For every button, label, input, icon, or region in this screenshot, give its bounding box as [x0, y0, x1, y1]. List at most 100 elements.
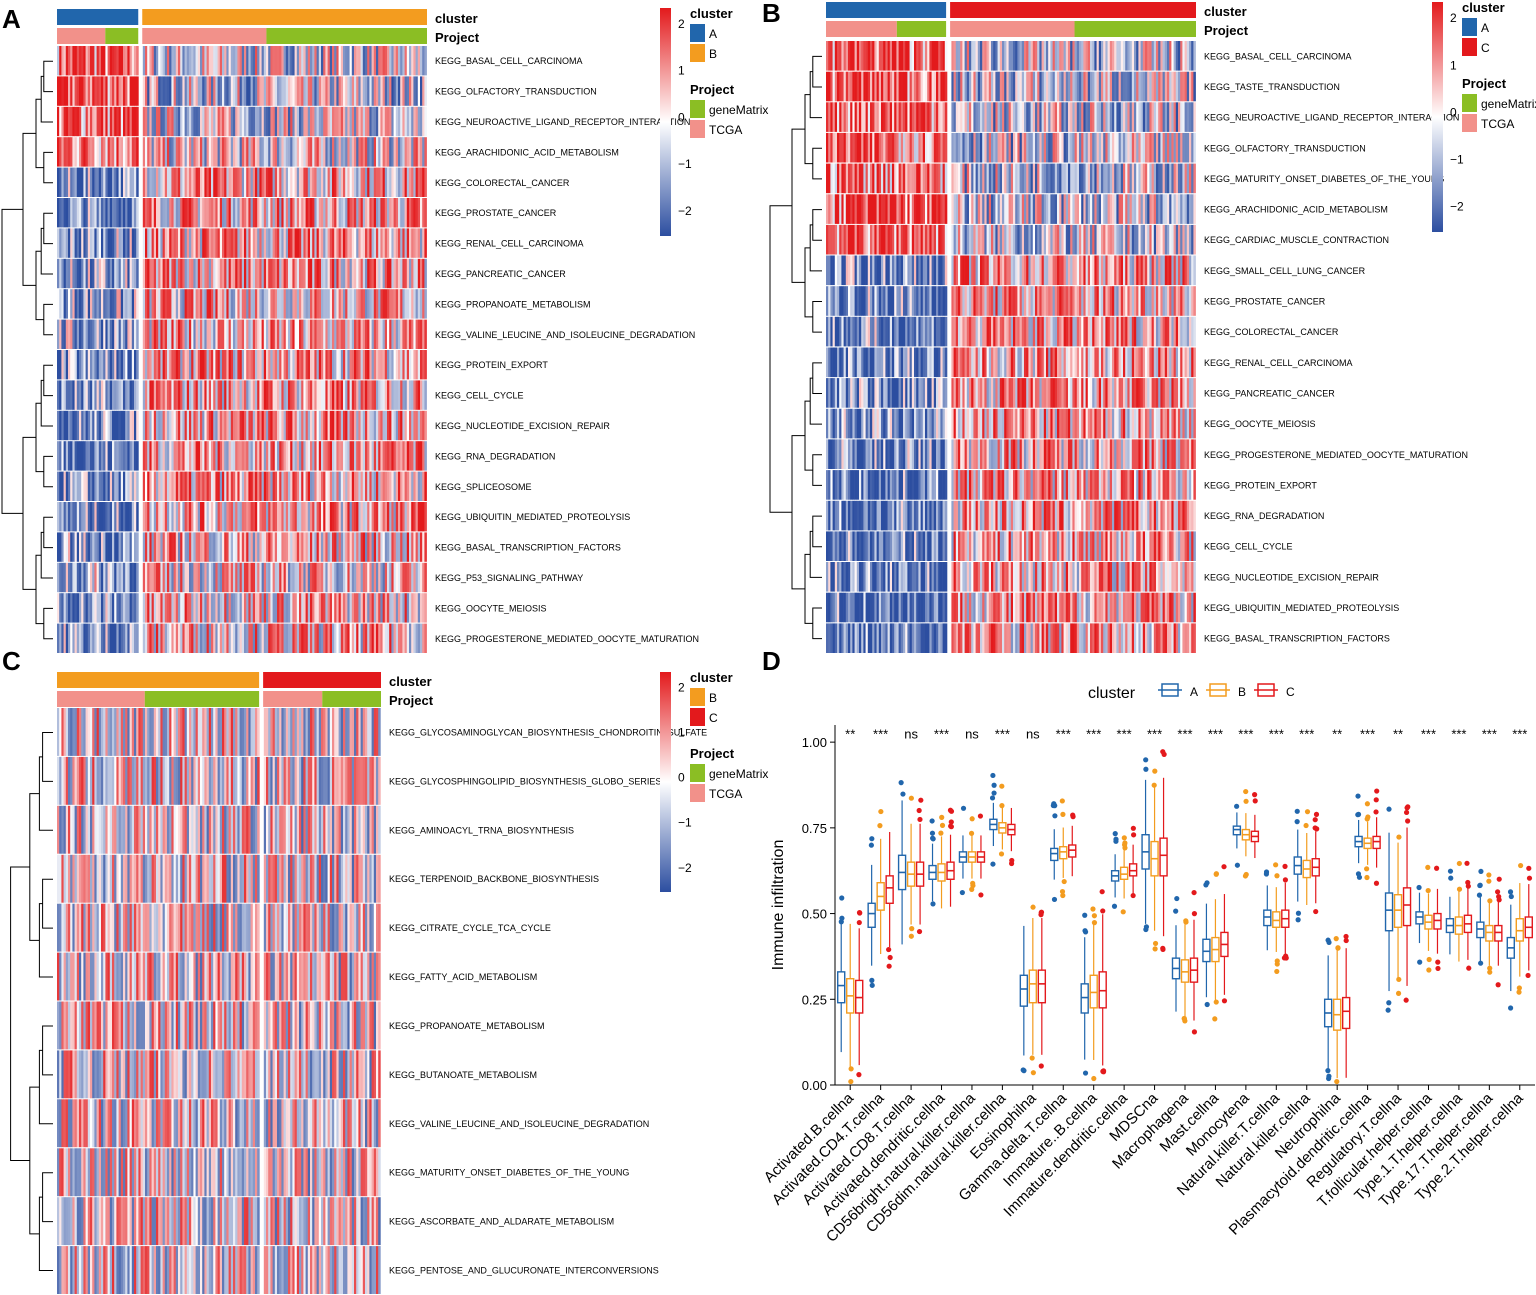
- heat-cell: [1101, 132, 1104, 163]
- heat-cell: [1171, 102, 1174, 132]
- heat-cell: [380, 76, 383, 106]
- heat-cell: [87, 106, 91, 137]
- row-label: KEGG_PROSTATE_CANCER: [1204, 297, 1326, 307]
- heat-cell: [72, 623, 75, 653]
- heat-cell: [239, 623, 243, 653]
- heat-cell: [136, 137, 139, 167]
- heat-cell: [393, 441, 397, 471]
- heat-cell: [268, 562, 271, 593]
- heat-cell: [964, 102, 968, 132]
- heat-cell: [208, 76, 212, 106]
- heat-cell: [136, 410, 139, 441]
- heat-cell: [1112, 224, 1115, 255]
- heat-cell: [1032, 224, 1036, 255]
- heat-cell: [1094, 71, 1097, 102]
- heat-cell: [376, 198, 379, 228]
- heat-cell: [296, 471, 300, 501]
- heat-cell: [969, 132, 972, 163]
- heat-cell: [356, 593, 359, 623]
- heat-cell: [147, 502, 150, 532]
- heat-cell: [982, 102, 985, 132]
- heat-cell: [305, 623, 309, 653]
- heat-cell: [87, 380, 91, 410]
- heat-cell: [87, 46, 91, 76]
- heat-cell: [261, 410, 265, 441]
- heat-cell: [83, 198, 86, 228]
- heat-cell: [127, 167, 130, 197]
- heat-cell: [118, 289, 122, 319]
- heat-cell: [828, 224, 831, 255]
- heat-cell: [285, 137, 289, 167]
- heat-cell: [1072, 224, 1075, 255]
- heat-cell: [991, 194, 994, 224]
- heat-cell: [850, 163, 853, 194]
- heat-cell: [1140, 41, 1144, 71]
- heat-cell: [889, 224, 893, 255]
- heat-cell: [347, 258, 350, 289]
- heat-cell: [202, 380, 205, 410]
- heat-cell: [892, 255, 895, 286]
- heat-cell: [984, 132, 987, 163]
- legend-project-swatch: [690, 100, 705, 118]
- heat-cell: [354, 258, 357, 289]
- dendrogram-branch: [43, 364, 53, 397]
- heat-cell: [92, 441, 95, 471]
- heat-cell: [279, 441, 282, 471]
- heat-cell: [865, 71, 869, 102]
- heat-cell: [365, 46, 368, 76]
- heat-cell: [854, 41, 858, 71]
- heat-cell: [281, 167, 284, 197]
- heat-cell: [1180, 286, 1183, 316]
- heat-cell: [911, 163, 915, 194]
- heat-cell: [296, 502, 300, 532]
- heat-cell: [248, 76, 251, 106]
- heat-cell: [852, 286, 855, 316]
- heat-cell: [964, 41, 968, 71]
- heat-cell: [391, 289, 394, 319]
- heat-cell: [153, 471, 157, 501]
- heat-cell: [83, 380, 86, 410]
- heat-cell: [874, 41, 877, 71]
- heat-cell: [285, 623, 289, 653]
- heat-cell: [1151, 132, 1155, 163]
- heat-cell: [241, 106, 245, 137]
- heat-cell: [325, 562, 328, 593]
- heat-cell: [107, 167, 111, 197]
- heat-cell: [186, 137, 190, 167]
- heat-cell: [127, 76, 130, 106]
- heat-cell: [268, 76, 271, 106]
- heat-cell: [920, 41, 924, 71]
- heat-cell: [193, 410, 196, 441]
- heat-cell: [951, 286, 954, 316]
- heat-cell: [859, 102, 862, 132]
- heat-cell: [360, 380, 364, 410]
- heat-cell: [398, 167, 401, 197]
- heat-cell: [872, 41, 875, 71]
- heat-cell: [373, 593, 377, 623]
- heat-cell: [1156, 71, 1159, 102]
- heat-cell: [74, 46, 78, 76]
- heat-cell: [1002, 132, 1005, 163]
- heat-cell: [173, 380, 177, 410]
- heat-cell: [389, 167, 392, 197]
- heat-cell: [1178, 132, 1181, 163]
- heat-cell: [224, 46, 227, 76]
- heat-cell: [867, 41, 871, 71]
- heat-cell: [94, 441, 97, 471]
- heat-cell: [1112, 194, 1115, 224]
- heat-cell: [68, 198, 71, 228]
- heat-cell: [997, 41, 1001, 71]
- heat-cell: [79, 198, 82, 228]
- heat-cell: [237, 593, 240, 623]
- heat-cell: [197, 46, 201, 76]
- heat-cell: [186, 441, 190, 471]
- heat-cell: [299, 350, 302, 380]
- heat-cell: [936, 316, 939, 347]
- heat-cell: [277, 380, 280, 410]
- heat-cell: [257, 532, 260, 562]
- heat-cell: [834, 71, 838, 102]
- heat-cell: [305, 350, 309, 380]
- heat-cell: [1189, 163, 1192, 194]
- heat-cell: [59, 410, 62, 441]
- heat-cell: [1002, 41, 1005, 71]
